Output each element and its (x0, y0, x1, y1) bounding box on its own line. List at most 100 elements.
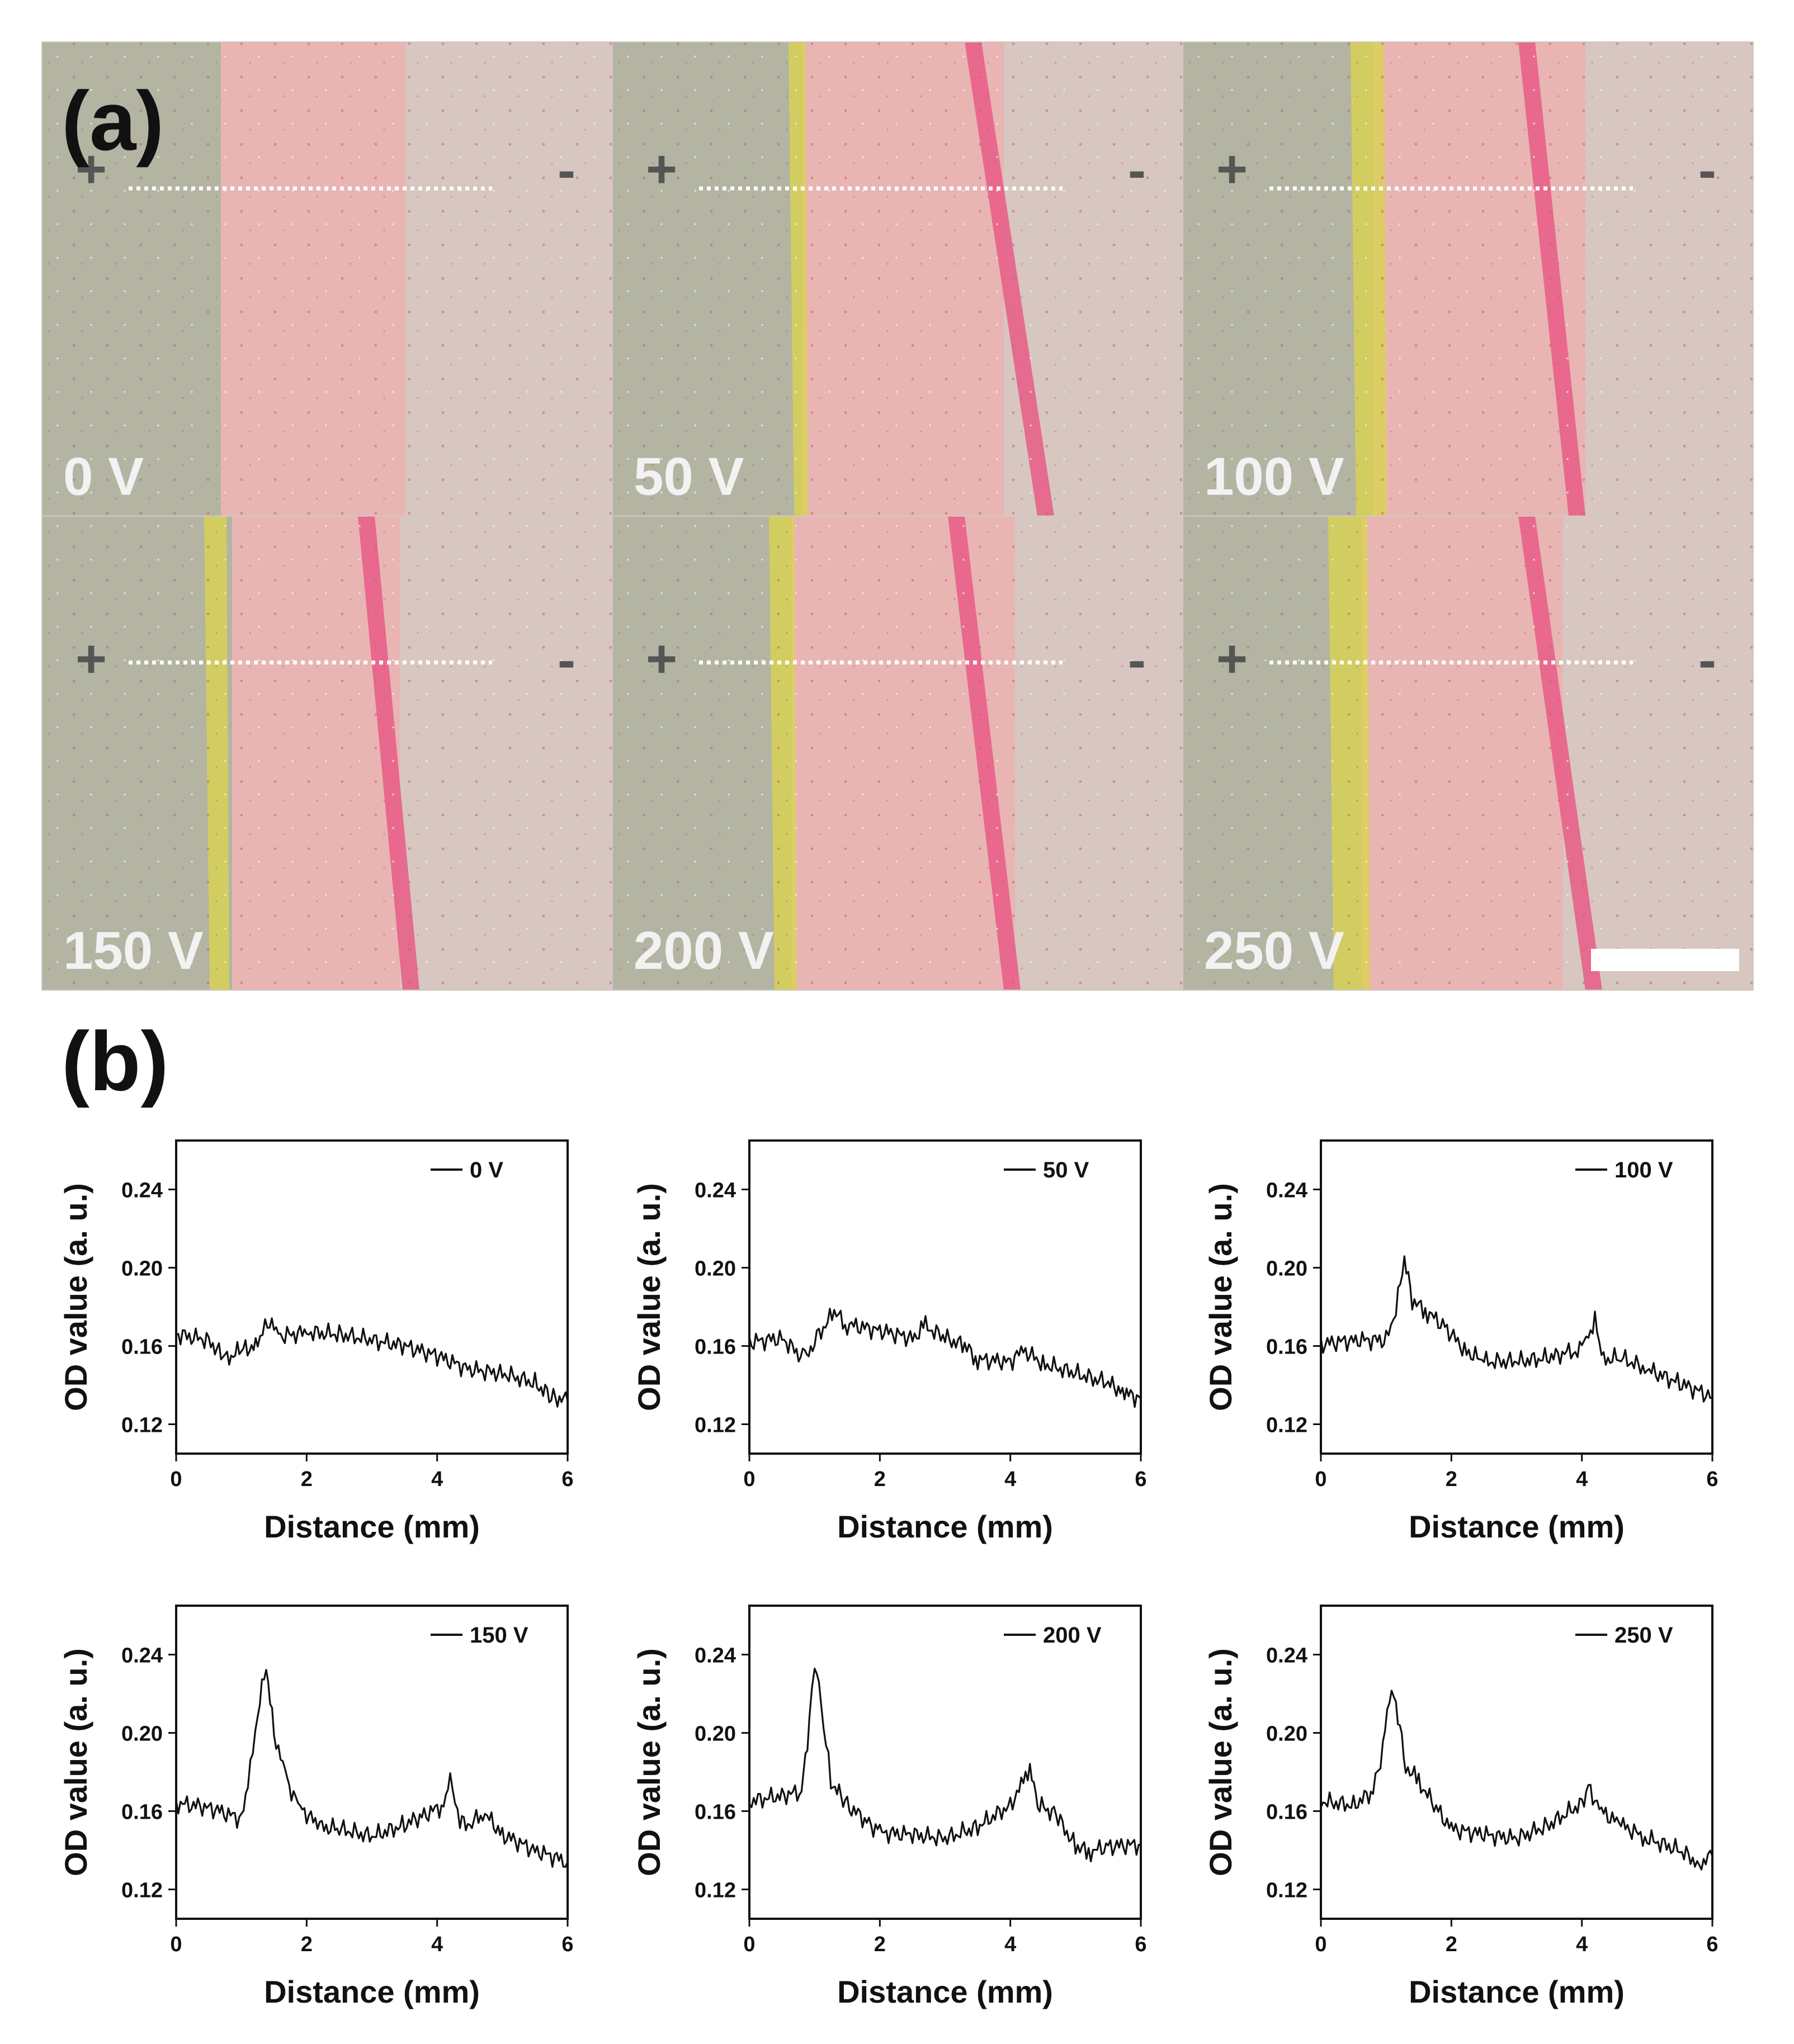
od-chart: 0.12 0.16 0.20 0.24 0 2 4 6 Distance (mm) OD valu… (58, 1605, 574, 2009)
plot-frame (175, 1605, 569, 1920)
x-tick-label: 0 (170, 1933, 182, 1956)
x-tick-label: 6 (1706, 1468, 1718, 1491)
x-axis-title: Distance (mm) (264, 1974, 480, 2009)
y-axis-title: OD value (a. u.) (631, 1183, 667, 1411)
speckle-texture (1183, 42, 1753, 516)
od-series-line (748, 1668, 1141, 1862)
od-chart: 0.12 0.16 0.20 0.24 0 2 4 6 Distance (mm) OD valu… (631, 1605, 1147, 2009)
photo-tile: + - 200 V (612, 515, 1183, 991)
cathode-sign: - (1128, 140, 1146, 200)
anode-sign: + (1216, 629, 1248, 689)
y-tick-label: 0.12 (695, 1414, 736, 1437)
x-axis-title: Distance (mm) (837, 1974, 1053, 2009)
od-chart: 0.12 0.16 0.20 0.24 0 2 4 6 Distance (mm) OD valu… (1203, 1605, 1719, 2009)
panel-b-label: (b) (62, 1014, 169, 1108)
x-tick-label: 6 (561, 1933, 573, 1956)
x-tick-label: 4 (431, 1933, 443, 1956)
od-series-line (175, 1669, 569, 1868)
anode-sign: + (646, 629, 677, 689)
voltage-label: 250 V (1204, 921, 1344, 981)
anode-sign: + (646, 139, 677, 199)
tile-border (1182, 515, 1754, 991)
y-tick-label: 0.16 (121, 1801, 163, 1824)
x-tick-label: 4 (1004, 1468, 1016, 1491)
y-tick-label: 0.16 (695, 1801, 736, 1824)
x-axis-title: Distance (mm) (837, 1509, 1053, 1544)
x-tick-label: 6 (1135, 1933, 1146, 1956)
plot-frame (1320, 1605, 1713, 1920)
photo-tile: + - 250 V (1182, 515, 1754, 991)
panel-a-photos: + - 0 V + - 50 V + - 100 V + - 150 V + - 200 V + - 250 V (41, 41, 1754, 991)
y-tick-label: 0.20 (1266, 1257, 1307, 1281)
speckle-texture (612, 42, 1183, 516)
od-series-line (176, 1317, 569, 1408)
y-tick-label: 0.16 (695, 1336, 736, 1359)
y-tick-label: 0.24 (121, 1179, 163, 1203)
legend-label: 200 V (1043, 1623, 1102, 1648)
y-axis-title: OD value (a. u.) (1203, 1648, 1238, 1876)
voltage-label: 0 V (63, 447, 144, 507)
od-chart: 0.12 0.16 0.20 0.24 0 2 4 6 Distance (mm) OD valu… (58, 1139, 574, 1544)
plot-frame (748, 1605, 1142, 1920)
x-tick-label: 2 (301, 1933, 313, 1956)
od-chart: 0.12 0.16 0.20 0.24 0 2 4 6 Distance (mm) OD valu… (1203, 1139, 1719, 1544)
scale-bar (1591, 949, 1739, 971)
x-tick-label: 4 (1004, 1933, 1016, 1956)
y-tick-label: 0.12 (121, 1414, 163, 1437)
anode-sign: + (1216, 139, 1248, 199)
x-tick-label: 0 (743, 1468, 755, 1491)
x-tick-label: 4 (1576, 1933, 1588, 1956)
x-tick-label: 0 (743, 1933, 755, 1956)
x-tick-label: 2 (874, 1468, 886, 1491)
od-series-line (1320, 1690, 1713, 1871)
cathode-sign: - (1698, 140, 1716, 200)
x-tick-label: 0 (1315, 1468, 1326, 1491)
plot-frame (175, 1139, 569, 1455)
speckle-texture (1183, 516, 1753, 990)
anode-sign: + (75, 139, 107, 199)
y-tick-label: 0.12 (695, 1879, 736, 1903)
y-tick-label: 0.20 (1266, 1723, 1307, 1746)
cathode-sign: - (1698, 630, 1716, 690)
voltage-label: 50 V (634, 447, 744, 507)
voltage-label: 150 V (63, 921, 204, 981)
cathode-sign: - (558, 630, 575, 690)
y-tick-label: 0.24 (1266, 1644, 1307, 1668)
legend-label: 100 V (1614, 1158, 1673, 1182)
y-axis-title: OD value (a. u.) (58, 1183, 93, 1411)
y-tick-label: 0.16 (1266, 1801, 1307, 1824)
x-axis-title: Distance (mm) (1409, 1974, 1625, 2009)
speckle-texture (42, 42, 612, 516)
x-tick-label: 2 (1446, 1933, 1457, 1956)
y-tick-label: 0.24 (1266, 1179, 1307, 1203)
x-axis-title: Distance (mm) (1409, 1509, 1625, 1544)
y-tick-label: 0.20 (695, 1723, 736, 1746)
y-tick-label: 0.16 (1266, 1336, 1307, 1359)
y-tick-label: 0.20 (121, 1257, 163, 1281)
y-tick-label: 0.20 (695, 1257, 736, 1281)
plot-frame (748, 1139, 1142, 1455)
panel-b-charts: 0.12 0.16 0.20 0.24 0 2 4 6 Distance (mm) OD valu… (58, 1139, 1719, 2009)
x-tick-label: 6 (1706, 1933, 1718, 1956)
photo-tile: + - 150 V (41, 515, 613, 991)
cathode-sign: - (1128, 630, 1146, 690)
x-axis-title: Distance (mm) (264, 1509, 480, 1544)
x-tick-label: 6 (561, 1468, 573, 1491)
x-tick-label: 6 (1135, 1468, 1146, 1491)
legend-label: 50 V (1043, 1158, 1089, 1182)
x-tick-label: 4 (431, 1468, 443, 1491)
y-tick-label: 0.20 (121, 1723, 163, 1746)
y-tick-label: 0.12 (1266, 1414, 1307, 1437)
y-axis-title: OD value (a. u.) (58, 1648, 93, 1876)
speckle-texture (42, 516, 612, 990)
y-axis-title: OD value (a. u.) (631, 1648, 667, 1876)
photo-tile: + - 50 V (612, 41, 1183, 517)
x-tick-label: 0 (170, 1468, 182, 1491)
y-tick-label: 0.24 (695, 1644, 736, 1668)
y-tick-label: 0.16 (121, 1336, 163, 1359)
anode-sign: + (75, 629, 107, 689)
x-tick-label: 2 (874, 1933, 886, 1956)
od-series-line (748, 1308, 1142, 1408)
od-series-line (1320, 1255, 1713, 1403)
